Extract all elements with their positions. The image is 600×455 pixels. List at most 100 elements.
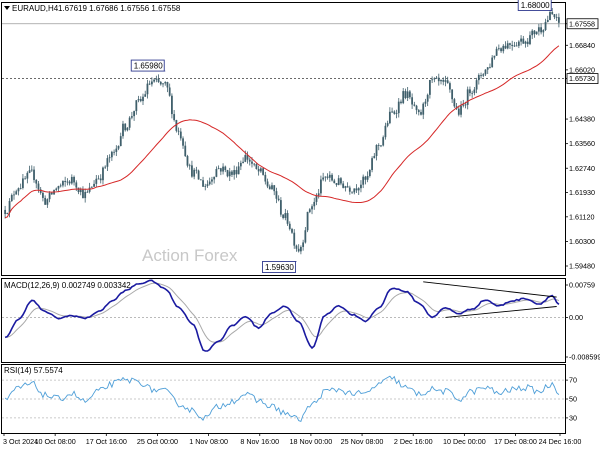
- rsi-label: RSI(14) 57.5574: [4, 366, 63, 375]
- candle-body: [208, 181, 211, 185]
- candle-body: [420, 112, 422, 115]
- price-axis-label: 1.67558: [569, 19, 595, 28]
- candle-body: [75, 182, 78, 188]
- candle-body: [471, 92, 474, 94]
- candle-body: [346, 186, 349, 188]
- price-annotation-label: 1.68000: [521, 1, 550, 10]
- price-axis-label: 1.59480: [569, 262, 595, 271]
- candle-body: [159, 81, 162, 85]
- price-axis-label: 1.61120: [569, 212, 594, 221]
- candle-body: [162, 83, 164, 85]
- candle-body: [8, 200, 11, 213]
- candle-body: [368, 169, 371, 176]
- candle-body: [82, 189, 84, 199]
- candle-body: [404, 91, 407, 98]
- candle-body: [457, 108, 460, 115]
- candle-body: [551, 12, 554, 15]
- candle-body: [355, 188, 358, 191]
- moving-average-line: [4, 45, 560, 219]
- price-axis-label: 1.62740: [569, 164, 595, 173]
- candle-body: [320, 179, 322, 194]
- candle-body: [204, 185, 207, 187]
- candle-body: [117, 146, 120, 149]
- candle-body: [206, 184, 209, 186]
- candle-body: [30, 169, 33, 171]
- candle-body: [544, 21, 547, 30]
- candle-body: [251, 161, 253, 164]
- candle-body: [286, 213, 289, 224]
- candle-body: [226, 170, 229, 177]
- rsi-axis-label: 30: [569, 413, 577, 422]
- candle-body: [215, 169, 218, 177]
- candlestick-series: [4, 7, 560, 255]
- time-axis-label: 17 Dec 08:00: [494, 437, 537, 446]
- candle-body: [360, 184, 362, 189]
- macd-axis-label: -0.008599: [569, 353, 600, 362]
- candle-body: [37, 183, 40, 190]
- candle-body: [19, 188, 22, 189]
- price-annotation-box: [262, 261, 296, 273]
- candle-body: [110, 151, 113, 158]
- candle-body: [88, 187, 91, 192]
- candle-body: [224, 166, 227, 171]
- candle-body: [342, 183, 345, 188]
- candle-body: [431, 79, 434, 81]
- candle-body: [28, 170, 31, 173]
- price-panel-frame: [1, 2, 566, 276]
- candle-body: [213, 176, 216, 180]
- candle-body: [340, 178, 342, 184]
- candle-body: [171, 95, 173, 115]
- candle-body: [502, 45, 505, 52]
- candle-body: [382, 137, 385, 146]
- candle-body: [99, 178, 102, 181]
- candle-body: [464, 104, 467, 106]
- candle-body: [104, 166, 107, 168]
- candle-body: [202, 180, 204, 187]
- candle-body: [168, 87, 171, 96]
- candle-body: [39, 189, 42, 193]
- candle-body: [79, 189, 82, 193]
- candle-body: [291, 229, 293, 233]
- candle-body: [522, 38, 525, 44]
- candle-body: [108, 157, 111, 159]
- candle-body: [497, 48, 500, 50]
- candle-body: [119, 136, 122, 147]
- macd-trendline-lower: [445, 306, 557, 318]
- candle-body: [442, 79, 445, 82]
- candle-body: [388, 111, 391, 124]
- price-axis-label: 1.61930: [569, 188, 595, 197]
- candle-body: [357, 188, 360, 191]
- rsi-axis-label: 50: [569, 395, 577, 404]
- candle-body: [531, 30, 534, 36]
- candle-body: [197, 170, 200, 180]
- price-axis-marker: [566, 73, 599, 84]
- candle-body: [322, 177, 325, 180]
- candle-body: [555, 17, 558, 18]
- candle-body: [295, 245, 298, 249]
- candle-body: [486, 67, 489, 70]
- candle-body: [509, 43, 511, 45]
- dropdown-triangle-icon[interactable]: [4, 6, 10, 10]
- candle-body: [362, 176, 365, 185]
- candle-body: [326, 176, 329, 178]
- candle-body: [148, 83, 151, 85]
- candle-body: [44, 197, 47, 205]
- candle-body: [268, 186, 271, 190]
- candle-body: [344, 186, 347, 188]
- candle-body: [313, 201, 316, 207]
- candle-body: [184, 145, 187, 157]
- candle-body: [366, 175, 369, 180]
- candle-body: [324, 176, 327, 178]
- candle-body: [315, 195, 318, 202]
- candle-body: [351, 191, 353, 193]
- candle-body: [306, 211, 309, 231]
- candle-body: [122, 123, 124, 137]
- candle-body: [211, 179, 213, 182]
- candle-body: [277, 198, 280, 201]
- candle-body: [475, 80, 478, 90]
- candle-body: [150, 81, 153, 85]
- candle-body: [453, 99, 456, 107]
- candle-body: [293, 232, 296, 246]
- time-axis-label: 2 Dec 16:00: [394, 437, 433, 446]
